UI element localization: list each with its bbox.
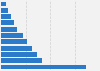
Bar: [1, 33, 23, 38]
Bar: [1, 65, 86, 70]
Bar: [1, 20, 14, 25]
Bar: [1, 46, 32, 51]
Bar: [1, 52, 37, 57]
Bar: [1, 8, 8, 13]
Bar: [1, 14, 11, 19]
Bar: [1, 39, 27, 44]
Bar: [1, 1, 6, 6]
Bar: [1, 58, 42, 63]
Bar: [1, 27, 17, 32]
